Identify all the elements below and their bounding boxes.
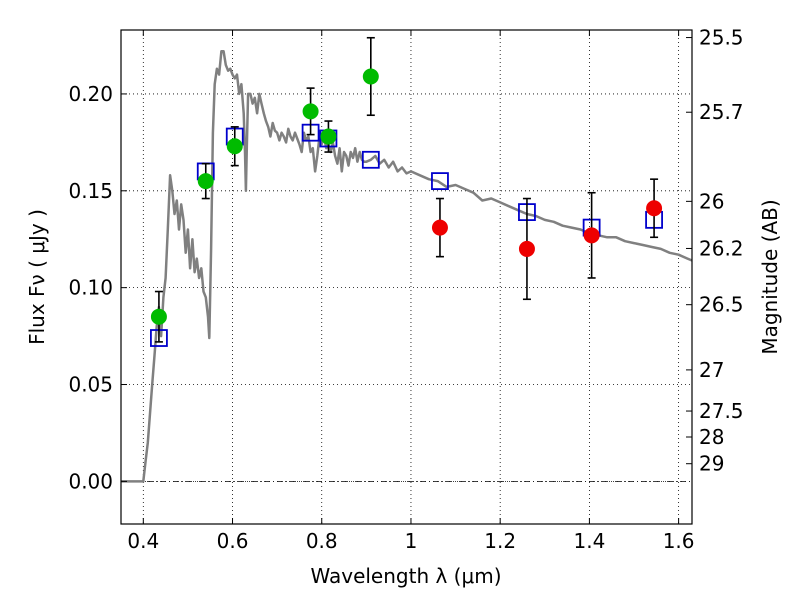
mag-tick-label: 29 bbox=[699, 452, 724, 476]
x-axis-title: Wavelength λ (μm) bbox=[310, 564, 501, 588]
model-spectrum bbox=[121, 50, 693, 483]
axis-ticks: 0.4 0.6 0.8 1 1.2 1.4 1.6 0.00 0.05 0.10 0.15 0.20 2… bbox=[68, 26, 743, 553]
detection-point bbox=[320, 128, 337, 145]
x-tick-label: 1.2 bbox=[484, 529, 516, 553]
detection-point bbox=[150, 308, 167, 325]
y-tick-label: 0.20 bbox=[68, 82, 113, 106]
y-tick-label: 0.10 bbox=[68, 276, 113, 300]
x-tick-label: 1.4 bbox=[573, 529, 605, 553]
detection-point bbox=[431, 219, 448, 236]
mag-tick-label: 26.5 bbox=[699, 293, 744, 317]
model-photometry-square bbox=[361, 150, 380, 169]
detection-point bbox=[583, 227, 600, 244]
mag-tick-label: 28 bbox=[699, 425, 724, 449]
y-tick-label: 0.05 bbox=[68, 373, 113, 397]
y-tick-label: 0.00 bbox=[68, 469, 113, 493]
y-axis-title-right: Magnitude (AB) bbox=[758, 199, 782, 354]
detection-point bbox=[362, 68, 379, 85]
x-tick-label: 1.6 bbox=[663, 529, 695, 553]
detection-point bbox=[226, 138, 243, 155]
y-tick-label: 0.15 bbox=[68, 179, 113, 203]
detection-point bbox=[518, 240, 535, 257]
mag-tick-label: 25.7 bbox=[699, 100, 744, 124]
detection-point bbox=[197, 173, 214, 190]
mag-tick-label: 25.5 bbox=[699, 26, 744, 50]
detection-point bbox=[302, 103, 319, 120]
mag-tick-label: 26 bbox=[699, 189, 724, 213]
x-tick-label: 0.8 bbox=[306, 529, 338, 553]
mag-tick-label: 26.2 bbox=[699, 236, 744, 260]
photometry-points bbox=[150, 36, 663, 347]
grid-lines bbox=[121, 30, 692, 524]
mag-tick-label: 27 bbox=[699, 358, 724, 382]
plot-frame bbox=[120, 29, 693, 525]
x-tick-label: 0.4 bbox=[127, 529, 159, 553]
x-tick-label: 1 bbox=[405, 529, 418, 553]
x-tick-label: 0.6 bbox=[217, 529, 249, 553]
detection-point bbox=[646, 200, 663, 217]
y-axis-title-left: Flux Fν ( μJy ) bbox=[25, 209, 49, 345]
mag-tick-label: 27.5 bbox=[699, 399, 744, 423]
model-photometry-square bbox=[431, 172, 449, 191]
spectrum-line bbox=[121, 50, 693, 483]
